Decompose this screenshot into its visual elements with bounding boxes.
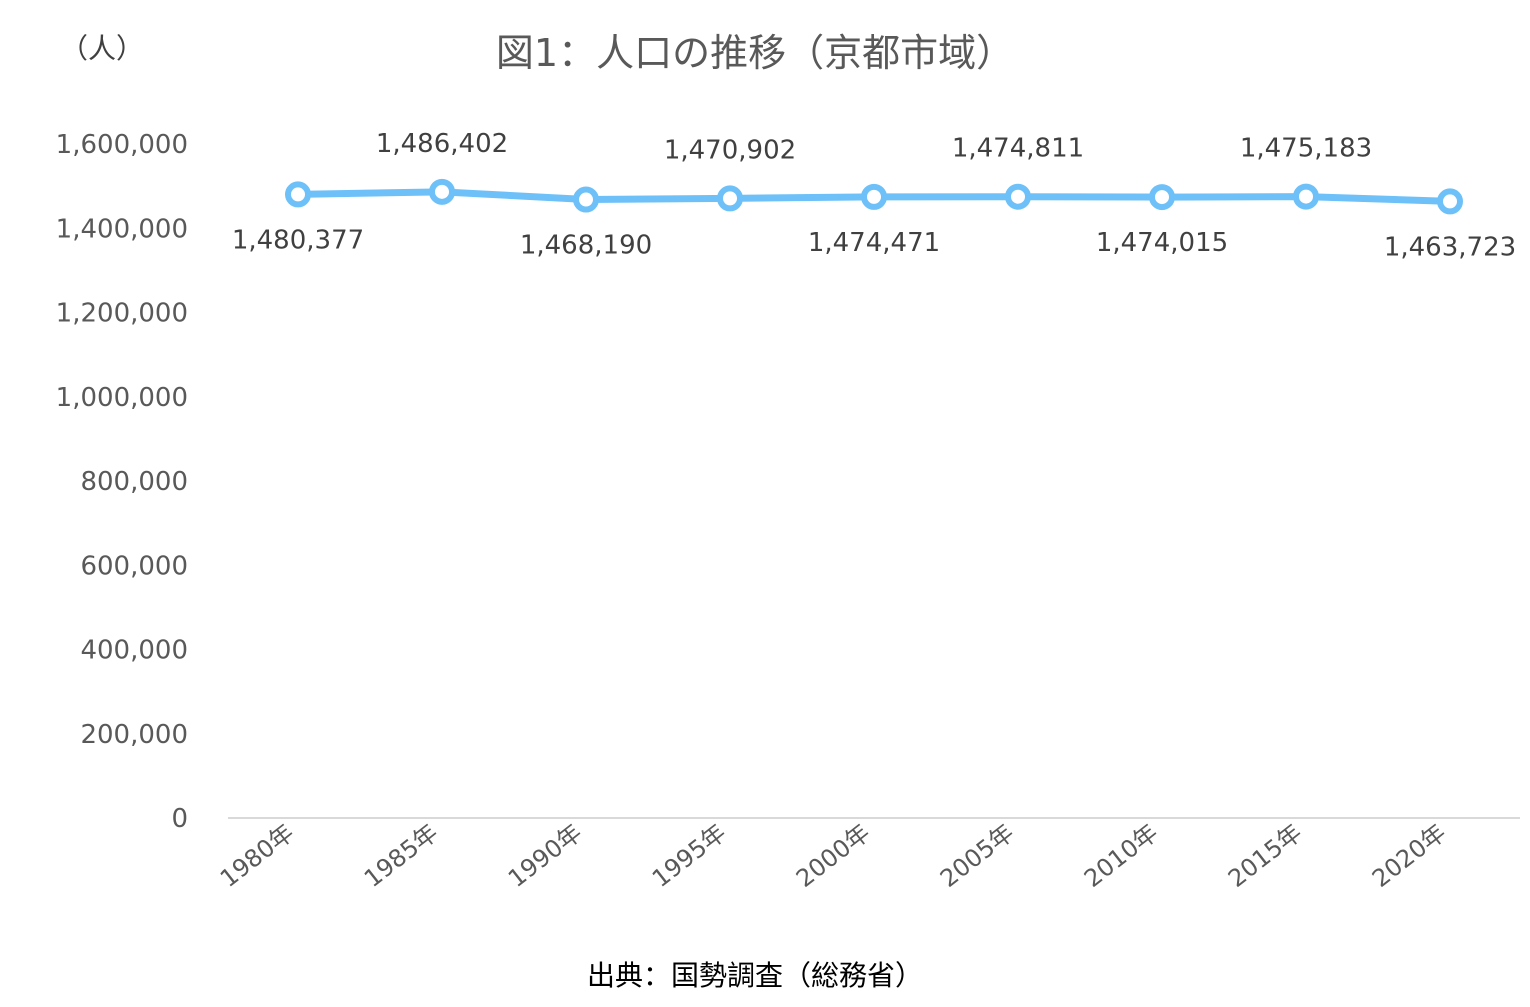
data-point-marker [861, 183, 887, 210]
data-label: 1,468,190 [520, 231, 652, 261]
data-point-marker [1005, 183, 1031, 210]
x-axis-ticks: 1980年 1985年 1990年 1995年 2000年 2005年 2010年 2015年… [215, 818, 1451, 892]
data-label: 1,486,402 [376, 129, 508, 159]
data-point-marker [1293, 183, 1319, 210]
data-label: 1,470,902 [664, 135, 796, 165]
x-tick-label: 1995年 [647, 818, 731, 892]
data-label: 1,474,811 [952, 134, 1084, 164]
x-tick-label: 2000年 [791, 818, 875, 892]
data-point-marker [285, 181, 311, 208]
data-point-marker [1437, 188, 1463, 215]
data-label: 1,463,723 [1384, 232, 1516, 262]
data-label: 1,474,015 [1096, 228, 1228, 258]
data-point-marker [1149, 184, 1175, 211]
x-tick-label: 2005年 [935, 818, 1019, 892]
data-labels: 1,480,377 1,486,402 1,468,190 1,470,902 1,47… [232, 129, 1516, 263]
data-point-marker [717, 185, 743, 212]
y-axis-unit-label: （人） [60, 32, 144, 65]
x-tick-label: 2010年 [1079, 818, 1163, 892]
y-tick-label: 1,000,000 [56, 383, 188, 413]
x-tick-label: 1990年 [503, 818, 587, 892]
source-note: 出典：国勢調査（総務省） [587, 959, 923, 992]
y-tick-label: 1,600,000 [56, 130, 188, 160]
y-axis-ticks: 0 200,000 400,000 600,000 800,000 1,000,000 1,… [56, 130, 188, 834]
data-label: 1,475,183 [1240, 134, 1372, 164]
x-tick-label: 1985年 [359, 818, 443, 892]
y-tick-label: 0 [171, 804, 188, 834]
y-tick-label: 1,400,000 [56, 214, 188, 244]
chart-title: 図1：人口の推移（京都市域） [496, 31, 1014, 75]
y-tick-label: 400,000 [80, 636, 188, 666]
x-tick-label: 2015年 [1223, 818, 1307, 892]
data-label: 1,480,377 [232, 225, 364, 255]
y-tick-label: 800,000 [80, 467, 188, 497]
population-series-markers [285, 178, 1463, 215]
y-tick-label: 600,000 [80, 551, 188, 581]
y-tick-label: 1,200,000 [56, 299, 188, 329]
y-tick-label: 200,000 [80, 720, 188, 750]
data-label: 1,474,471 [808, 228, 940, 258]
x-tick-label: 2020年 [1367, 818, 1451, 892]
x-tick-label: 1980年 [215, 818, 299, 892]
data-point-marker [573, 186, 599, 213]
data-point-marker [429, 178, 455, 205]
